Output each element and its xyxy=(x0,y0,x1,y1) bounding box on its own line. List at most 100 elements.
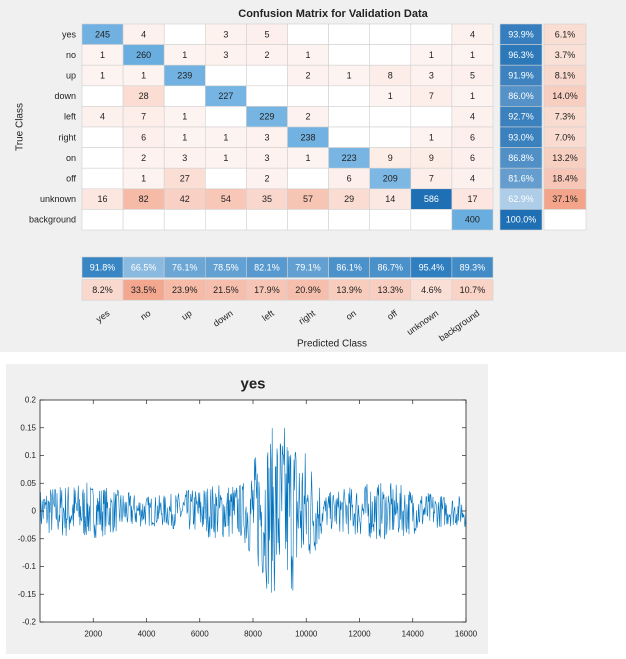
row-summary-error-value: 7.0% xyxy=(555,132,576,142)
cell-value: 3 xyxy=(223,50,228,60)
cell-value: 5 xyxy=(264,29,269,39)
row-label: background xyxy=(29,215,76,225)
col-summary-correct-cell xyxy=(451,256,494,278)
cell-value: 586 xyxy=(424,194,439,204)
x-tick-label: 14000 xyxy=(402,630,425,639)
row-summary-error-value: 7.3% xyxy=(555,112,576,122)
y-tick-label: 0.05 xyxy=(20,479,36,488)
plot-title: yes xyxy=(240,376,265,393)
plot-area xyxy=(40,400,466,622)
matrix-cell xyxy=(81,126,124,148)
waveform-panel: yes -0.2 -0.15 -0.1 -0.05 0 0.05 0.1 0.15 0.2 2000… xyxy=(6,364,488,654)
x-tick-label: 6000 xyxy=(191,630,209,639)
row-summary-error-value: 18.4% xyxy=(552,174,578,184)
col-label: up xyxy=(180,308,194,322)
cell-value: 29 xyxy=(344,194,354,204)
y-tick-label: 0.2 xyxy=(25,396,37,405)
cell-value: 54 xyxy=(221,194,231,204)
row-summary-correct-value: 93.9% xyxy=(508,29,534,39)
row-summary-error-value: 14.0% xyxy=(552,91,578,101)
cell-value: 1 xyxy=(429,50,434,60)
cell-value: 42 xyxy=(180,194,190,204)
cell-value: 82 xyxy=(139,194,149,204)
matrix-cell xyxy=(410,106,453,128)
matrix-cell xyxy=(163,209,206,231)
col-summary-correct-value: 66.5% xyxy=(131,262,157,272)
col-summary-error-value: 4.6% xyxy=(421,285,442,295)
row-label: off xyxy=(66,174,76,184)
cell-value: 400 xyxy=(465,215,480,225)
cell-value: 16 xyxy=(98,194,108,204)
cell-value: 1 xyxy=(223,153,228,163)
col-label: on xyxy=(344,308,358,322)
row-label: unknown xyxy=(40,194,76,204)
cell-value: 1 xyxy=(182,112,187,122)
cell-value: 6 xyxy=(347,174,352,184)
waveform-chart: yes -0.2 -0.15 -0.1 -0.05 0 0.05 0.1 0.15 0.2 2000… xyxy=(18,376,478,639)
cell-value: 1 xyxy=(306,153,311,163)
row-summary-error-value: 8.1% xyxy=(555,71,576,81)
cell-value: 1 xyxy=(182,50,187,60)
x-axis-label: Predicted Class xyxy=(297,339,367,350)
row-summary-correct-value: 86.0% xyxy=(508,91,534,101)
col-summary-error-value: 13.3% xyxy=(377,285,403,295)
x-tick-label: 4000 xyxy=(138,630,156,639)
cell-value: 4 xyxy=(470,29,475,39)
y-tick-label: 0.1 xyxy=(25,451,37,460)
confusion-matrix-panel: Confusion Matrix for Validation Data True… xyxy=(0,0,626,352)
matrix-cell xyxy=(287,209,329,231)
cell-value: 245 xyxy=(95,29,110,39)
matrix-cell xyxy=(410,23,453,45)
cell-value: 6 xyxy=(470,132,475,142)
cell-value: 238 xyxy=(301,132,316,142)
col-summary-error-cell xyxy=(451,279,494,301)
y-tick-label: -0.05 xyxy=(18,534,37,543)
matrix-cell xyxy=(81,209,124,231)
col-summary-correct-value: 76.1% xyxy=(172,262,198,272)
cell-value: 1 xyxy=(388,91,393,101)
col-summary-error-value: 8.2% xyxy=(92,285,113,295)
matrix-cell xyxy=(369,126,412,148)
cell-value: 28 xyxy=(139,91,149,101)
matrix-cell xyxy=(328,106,371,128)
col-summary-error-value: 33.5% xyxy=(131,285,157,295)
col-label: yes xyxy=(94,308,112,325)
matrix-cell xyxy=(205,209,247,231)
col-summary-correct-value: 82.1% xyxy=(254,262,280,272)
col-summary-error-value: 13.9% xyxy=(336,285,362,295)
col-summary-error-value: 10.7% xyxy=(460,285,486,295)
x-tick-label: 16000 xyxy=(455,630,478,639)
cell-value: 1 xyxy=(470,91,475,101)
matrix-cell xyxy=(81,167,124,190)
matrix-cell xyxy=(246,85,288,107)
matrix-cell xyxy=(328,209,371,231)
cell-value: 1 xyxy=(306,50,311,60)
row-summary-correct-value: 96.3% xyxy=(508,50,534,60)
col-summary-correct-value: 86.7% xyxy=(377,262,403,272)
cell-value: 227 xyxy=(218,91,233,101)
row-summary-error-value: 37.1% xyxy=(552,194,578,204)
cell-value: 2 xyxy=(306,112,311,122)
col-summary-error-value: 21.5% xyxy=(213,285,239,295)
matrix-cell xyxy=(287,23,329,45)
matrix-cell xyxy=(328,44,371,66)
cell-value: 6 xyxy=(470,153,475,163)
cell-value: 2 xyxy=(264,174,269,184)
matrix-cell xyxy=(369,44,412,66)
cell-value: 2 xyxy=(306,71,311,81)
cell-value: 1 xyxy=(470,50,475,60)
matrix-cell xyxy=(205,64,247,87)
row-summary-correct-value: 62.9% xyxy=(508,194,534,204)
cell-value: 3 xyxy=(429,71,434,81)
col-label: background xyxy=(437,308,481,343)
col-summary-correct-value: 91.8% xyxy=(90,262,116,272)
col-summary-correct-value: 79.1% xyxy=(295,262,321,272)
x-tick-label: 2000 xyxy=(84,630,102,639)
col-summary-correct-value: 95.4% xyxy=(419,262,445,272)
col-summary-error-value: 23.9% xyxy=(172,285,198,295)
cell-value: 1 xyxy=(223,132,228,142)
cell-value: 14 xyxy=(385,194,395,204)
col-label: unknown xyxy=(405,308,440,337)
matrix-cell xyxy=(246,64,288,87)
row-summary-error-value: 3.7% xyxy=(555,50,576,60)
